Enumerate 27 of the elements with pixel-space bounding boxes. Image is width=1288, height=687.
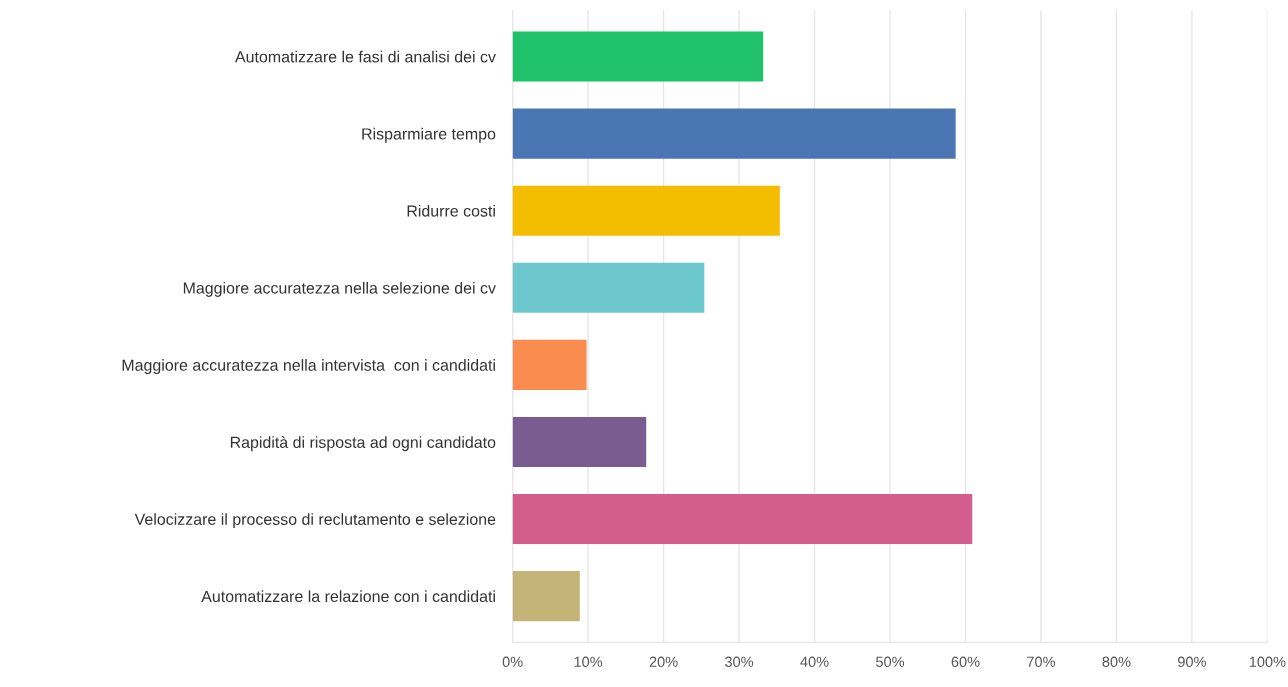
x-tick-label: 60% [951,656,980,667]
bar [512,108,956,159]
y-tick-label: Risparmiare tempo [362,127,496,143]
x-tick-label: 90% [1178,656,1206,667]
bar [512,31,764,82]
x-tick-label: 50% [876,656,905,667]
y-tick-label: Maggiore accuratezza nella selezione dei cv [183,282,496,297]
bar [512,571,580,622]
y-tick-label: Rapidità di risposta ad ogni candidato [230,436,496,452]
bar [512,339,587,390]
x-tick-label: 20% [649,656,678,667]
x-tick-label: 10% [574,656,603,667]
x-tick-label: 40% [800,656,829,667]
bar [512,185,780,236]
x-tick-label: 0% [502,656,523,667]
y-tick-label: Automatizzare le fasi di analisi dei cv [235,50,496,63]
y-tick-label: Ridurre costi [407,204,495,217]
bar [512,416,647,467]
x-tick-label: 80% [1102,656,1131,667]
x-tick-label: 70% [1027,656,1056,667]
bar [512,262,705,313]
y-tick-label: Automatizzare la relazione con i candidati [201,590,495,603]
y-tick-label: Maggiore accuratezza nella intervista con i candidati [122,359,495,374]
x-tick-label: 100% [1249,656,1286,667]
y-tick-label: Velocizzare il processo di reclutamento e selezione [134,513,496,529]
x-tick-label: 30% [725,656,754,667]
bar [512,493,973,545]
